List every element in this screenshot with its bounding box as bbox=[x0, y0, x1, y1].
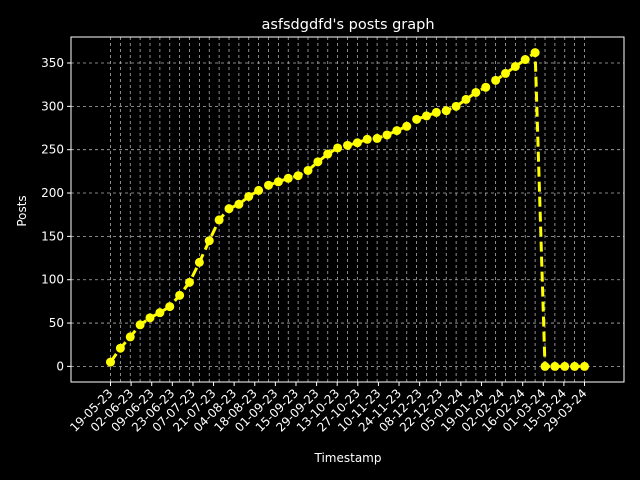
data-point bbox=[313, 157, 323, 167]
data-point bbox=[224, 204, 234, 214]
data-point bbox=[510, 61, 520, 71]
data-point bbox=[570, 361, 580, 371]
data-point bbox=[372, 133, 382, 143]
data-point bbox=[283, 173, 293, 183]
data-point bbox=[520, 55, 530, 65]
data-point bbox=[293, 171, 303, 181]
data-point bbox=[550, 361, 560, 371]
series-layer bbox=[106, 48, 589, 371]
data-point bbox=[412, 114, 422, 124]
data-point bbox=[343, 140, 352, 150]
data-point bbox=[125, 332, 135, 342]
data-point bbox=[165, 302, 175, 312]
x-axis-label: Timestamp bbox=[314, 451, 382, 465]
y-tick-label: 250 bbox=[41, 143, 64, 157]
plot-frame bbox=[70, 36, 625, 383]
data-point bbox=[461, 94, 471, 104]
data-point bbox=[264, 180, 273, 190]
data-point bbox=[333, 143, 343, 153]
y-tick-label: 300 bbox=[41, 99, 64, 113]
y-tick-label: 200 bbox=[41, 186, 64, 200]
ticks: 05010015020025030035019-05-2302-06-2309-… bbox=[41, 56, 590, 435]
data-point bbox=[352, 138, 362, 148]
data-point bbox=[244, 191, 254, 201]
y-tick-label: 350 bbox=[41, 56, 64, 70]
data-point bbox=[402, 121, 412, 131]
data-point bbox=[155, 308, 165, 318]
y-tick-label: 100 bbox=[41, 273, 64, 287]
grid bbox=[71, 37, 624, 382]
data-point bbox=[382, 130, 392, 140]
data-point bbox=[451, 101, 461, 111]
data-point bbox=[323, 149, 333, 159]
chart-title: asfsdgdfd's posts graph bbox=[261, 17, 434, 33]
data-point bbox=[185, 277, 194, 287]
data-point bbox=[204, 236, 214, 246]
data-point bbox=[392, 126, 402, 136]
data-point bbox=[254, 185, 264, 195]
data-point bbox=[580, 361, 589, 371]
y-tick-label: 150 bbox=[41, 229, 64, 243]
data-point bbox=[560, 361, 570, 371]
data-point bbox=[441, 106, 451, 116]
y-tick-label: 0 bbox=[56, 359, 64, 373]
y-tick-label: 50 bbox=[49, 316, 64, 330]
data-point bbox=[145, 313, 155, 323]
data-point bbox=[540, 361, 550, 371]
data-point bbox=[234, 199, 244, 209]
data-point bbox=[175, 290, 185, 300]
data-point bbox=[273, 177, 283, 187]
data-point bbox=[214, 215, 224, 225]
data-point bbox=[501, 68, 510, 78]
data-point bbox=[135, 320, 145, 330]
data-point bbox=[530, 48, 540, 58]
axes bbox=[70, 36, 625, 383]
data-point bbox=[471, 87, 481, 97]
data-point bbox=[362, 134, 372, 144]
data-point bbox=[431, 107, 441, 117]
y-axis-label: Posts bbox=[15, 195, 29, 226]
data-point bbox=[481, 82, 491, 92]
data-point bbox=[115, 343, 125, 353]
data-point bbox=[106, 357, 115, 367]
data-point bbox=[491, 75, 501, 85]
data-point bbox=[194, 257, 204, 267]
data-point bbox=[422, 111, 431, 121]
data-point bbox=[303, 165, 313, 175]
